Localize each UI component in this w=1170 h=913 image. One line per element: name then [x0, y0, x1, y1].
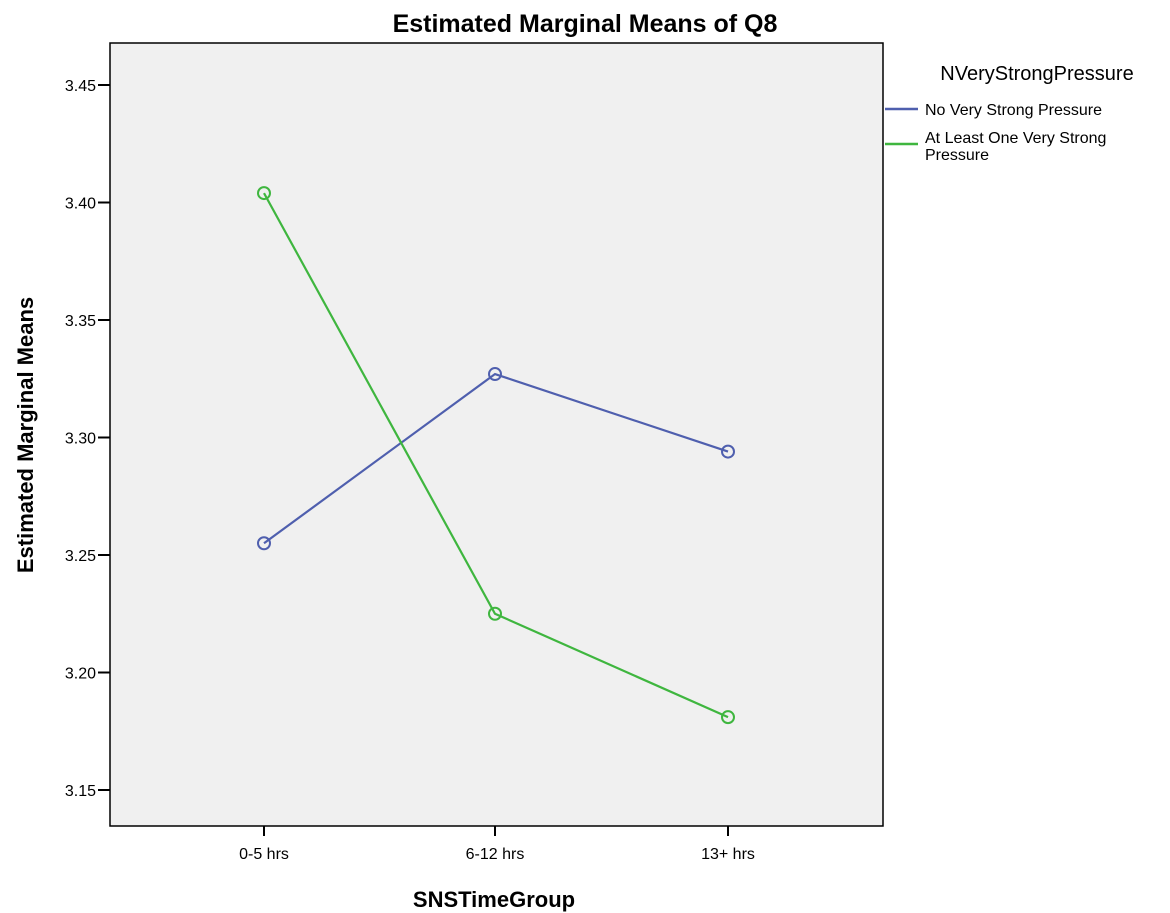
- x-tick-label: 13+ hrs: [701, 846, 755, 863]
- data-point: [488, 367, 502, 382]
- y-tick-label: 3.30: [65, 431, 96, 448]
- legend-label: At Least One Very Strong Pressure: [925, 130, 1106, 164]
- data-point: [257, 186, 271, 201]
- y-axis-title: Estimated Marginal Means: [13, 297, 38, 573]
- data-point: [488, 606, 502, 621]
- y-tick-label: 3.20: [65, 666, 96, 683]
- x-axis-title: SNSTimeGroup: [413, 887, 575, 912]
- y-tick-label: 3.15: [65, 783, 96, 800]
- legend: NVeryStrongPressure No Very Strong Press…: [885, 63, 1134, 164]
- y-axis: 3.15 3.20 3.25 3.30 3.35 3.40 3.45: [65, 78, 110, 800]
- y-tick-label: 3.40: [65, 196, 96, 213]
- series-line: [263, 192, 729, 719]
- data-point: [721, 444, 735, 459]
- plot-area: [109, 42, 884, 827]
- series-2: [257, 186, 735, 725]
- data-point: [257, 536, 271, 551]
- legend-title: NVeryStrongPressure: [940, 63, 1133, 85]
- y-tick-label: 3.25: [65, 548, 96, 565]
- y-tick-label: 3.45: [65, 78, 96, 95]
- x-tick-label: 0-5 hrs: [239, 846, 289, 863]
- x-tick-label: 6-12 hrs: [466, 846, 525, 863]
- series-line: [263, 372, 729, 545]
- y-tick-label: 3.35: [65, 313, 96, 330]
- series-layer: [257, 186, 735, 725]
- x-axis: 0-5 hrs 6-12 hrs 13+ hrs: [239, 826, 755, 863]
- chart-title: Estimated Marginal Means of Q8: [393, 10, 778, 38]
- data-point: [721, 710, 735, 725]
- series-1: [257, 367, 735, 551]
- legend-label: No Very Strong Pressure: [925, 102, 1102, 119]
